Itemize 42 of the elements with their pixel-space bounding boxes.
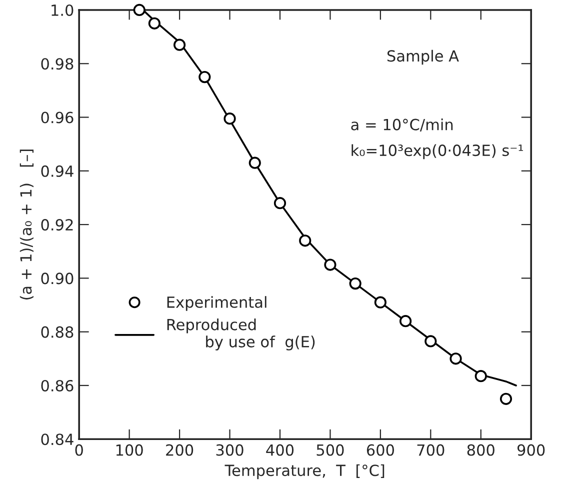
x-tick-label: 0: [75, 444, 83, 456]
y-tick-label: 0.94: [41, 165, 74, 177]
x-tick-label: 900: [517, 444, 545, 456]
x-tick-label: 800: [467, 444, 494, 456]
point: [224, 112, 236, 125]
y-tick-label: 0.88: [41, 326, 74, 338]
point: [399, 315, 412, 328]
y-tick-label: 0.92: [41, 219, 73, 231]
point: [248, 156, 261, 169]
point: [173, 38, 186, 51]
point: [450, 352, 462, 365]
annotation: a = 10°C/min: [351, 118, 453, 132]
x-tick-label: 100: [116, 444, 143, 456]
y-tick-label: 0.86: [41, 380, 74, 392]
y-tick-label: 0.90: [41, 272, 74, 284]
point: [500, 392, 512, 405]
x-axis-title: Temperature, T [°C]: [224, 464, 384, 480]
y-tick-label: 1.0: [52, 4, 74, 16]
point: [148, 17, 160, 30]
point: [274, 197, 286, 210]
point: [133, 4, 146, 16]
point: [474, 370, 487, 382]
y-axis-title: (a + 1)/(a₀ + 1) [–]: [20, 150, 34, 300]
x-tick-label: 500: [316, 444, 344, 456]
point: [299, 234, 312, 247]
point: [324, 258, 336, 271]
point: [424, 335, 437, 348]
y-tick-label: 0.98: [41, 58, 74, 70]
legend-label: Experimental: [167, 296, 266, 311]
x-tick-label: 400: [266, 444, 294, 456]
point: [349, 278, 362, 290]
x-tick-label: 300: [216, 444, 244, 456]
legend-label: Reproduced by use of g(E): [167, 318, 315, 350]
y-tick-label: 0.96: [41, 112, 74, 124]
annotation: Sample A: [387, 50, 459, 65]
y-tick-label: 0.84: [41, 434, 74, 446]
point: [198, 70, 211, 84]
x-tick-label: 600: [366, 444, 394, 456]
point: [374, 296, 386, 308]
x-tick-label: 700: [417, 444, 444, 456]
annotation: k₀=10³exp(0·043E) s⁻¹: [352, 144, 523, 160]
x-tick-label: 200: [166, 444, 194, 456]
